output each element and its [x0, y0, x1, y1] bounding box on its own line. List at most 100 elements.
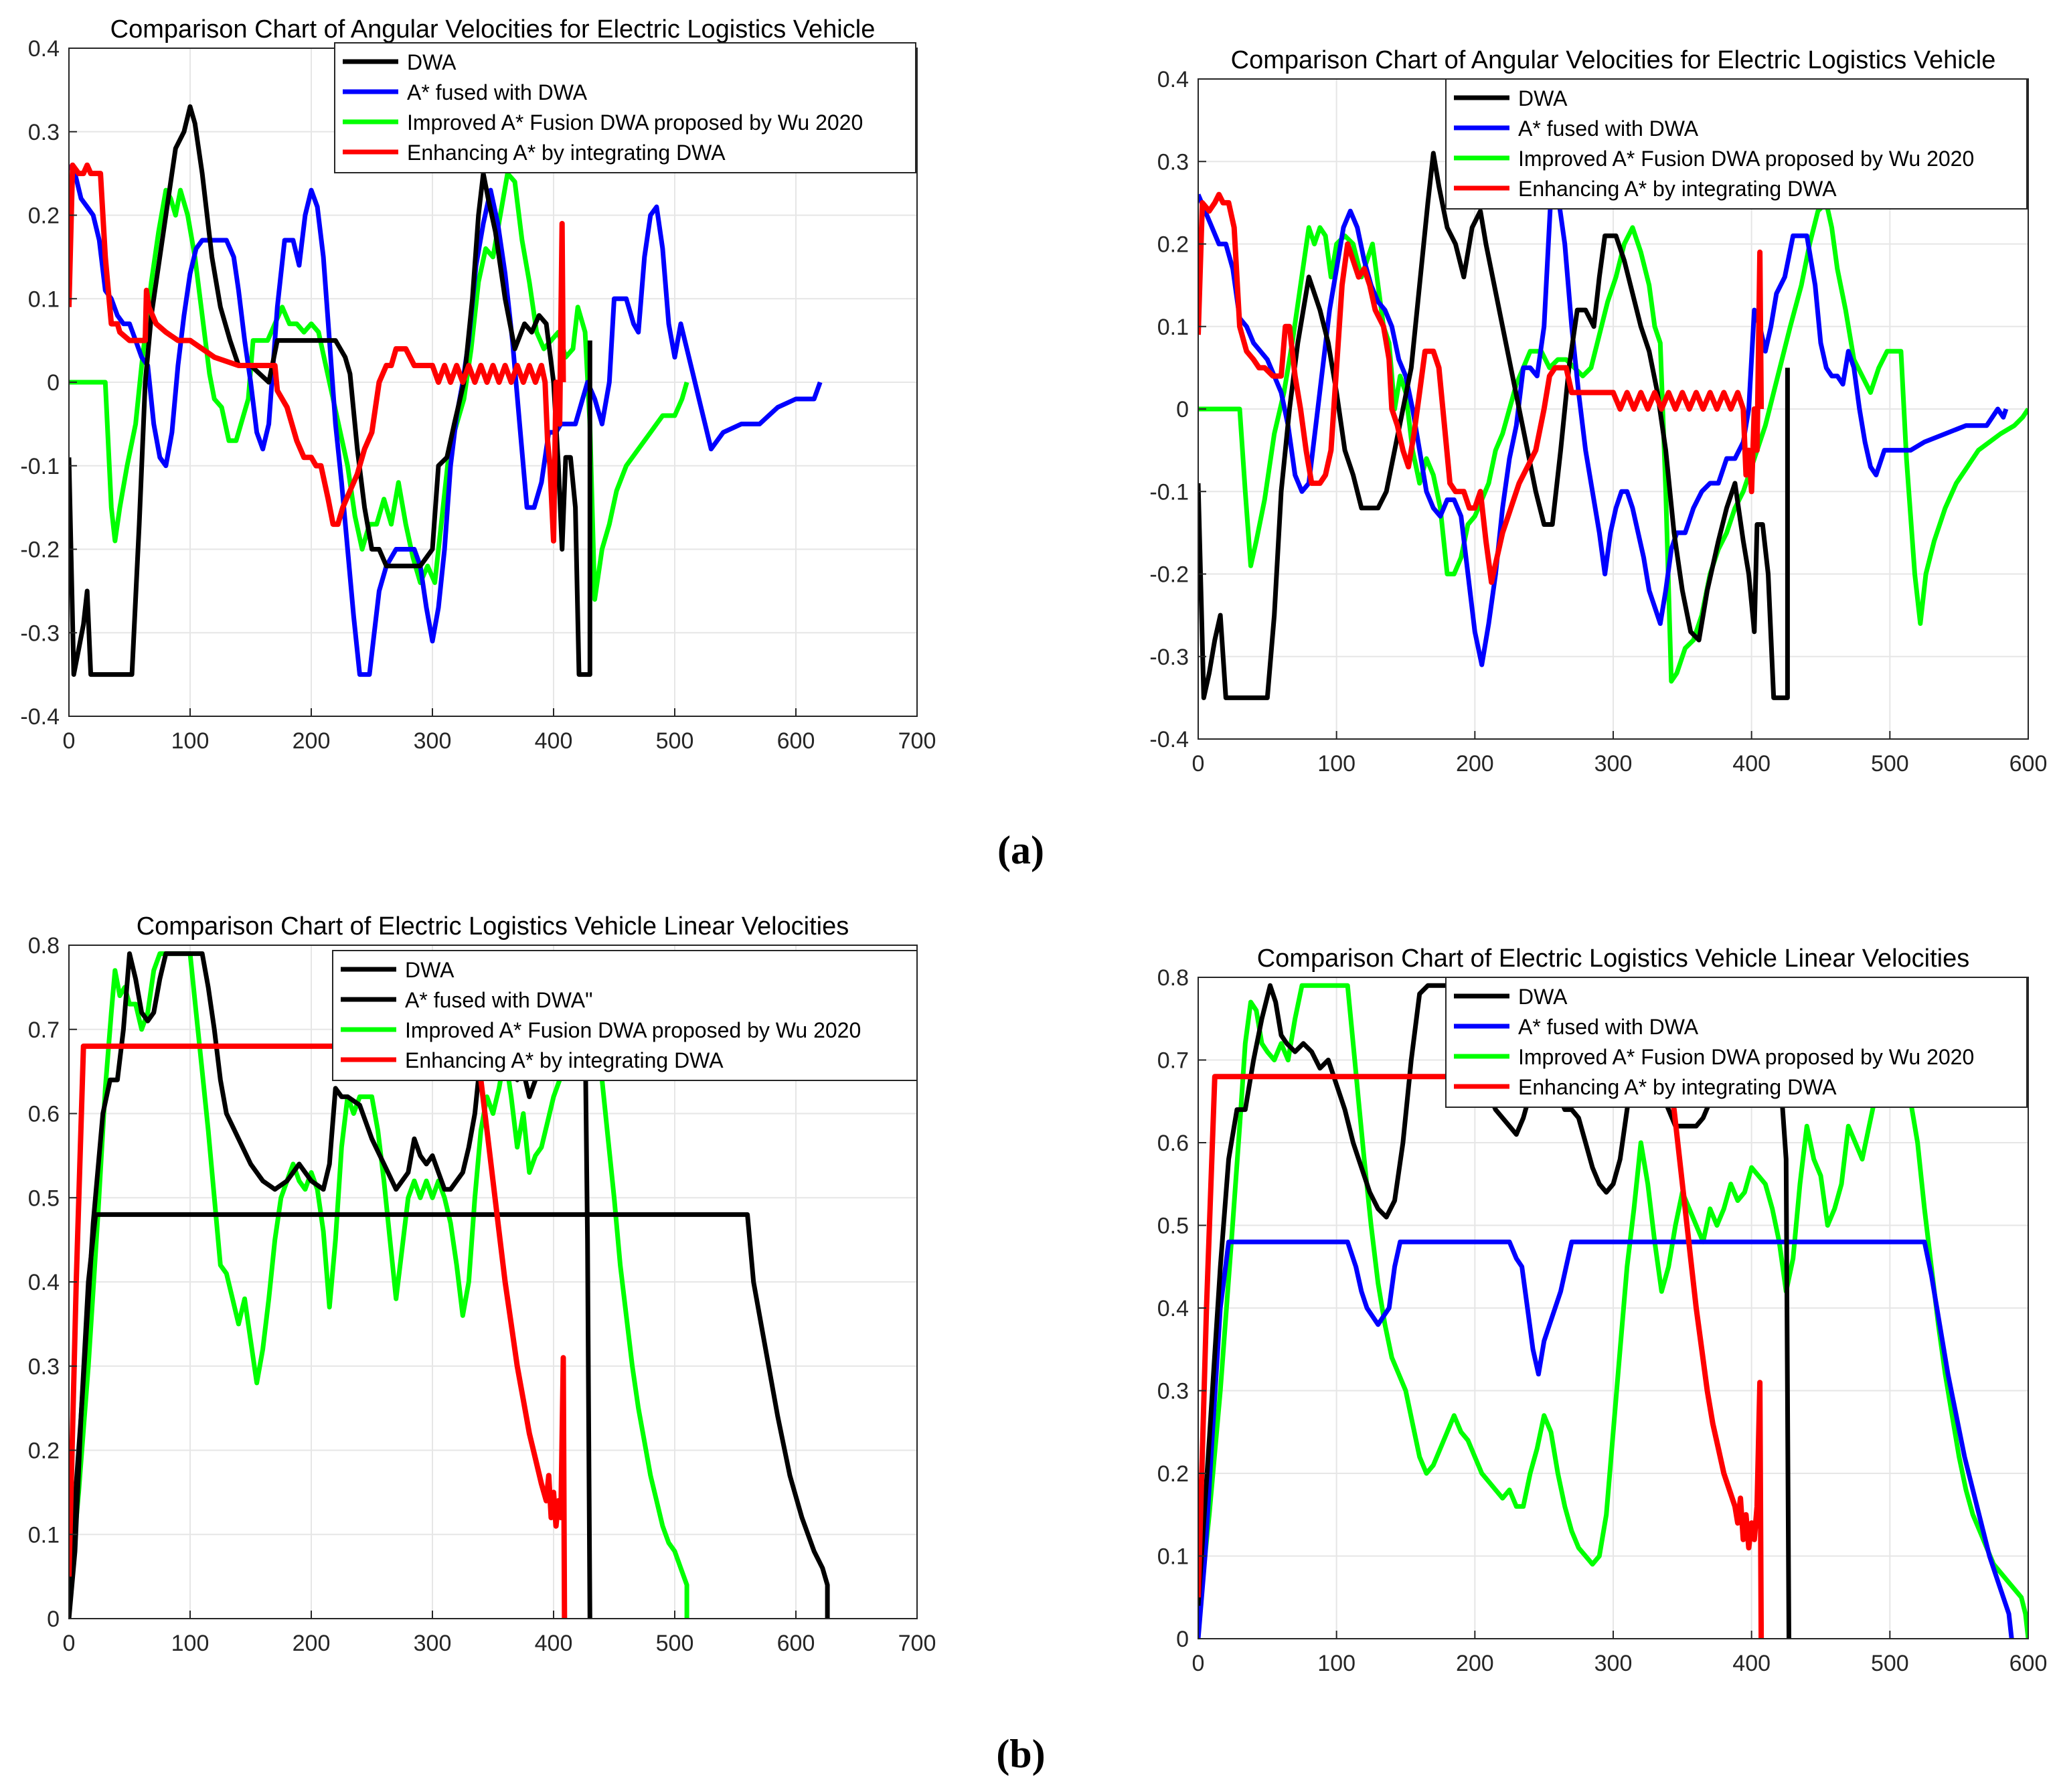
- y-tick-label: 0: [47, 1607, 60, 1632]
- x-tick-label: 400: [1732, 1651, 1771, 1676]
- legend-label: A* fused with DWA: [1518, 1015, 1699, 1039]
- series-group: [1198, 151, 2028, 700]
- x-tick-label: 600: [777, 1631, 815, 1656]
- y-tick-label: 0.2: [28, 203, 60, 229]
- y-tick-label: 0.1: [1157, 315, 1189, 340]
- y-tick-label: 0.8: [1157, 965, 1189, 991]
- chart-linear-velocity-left: 0 100 200 300 400 500 600 700 0 0.1 0.2 0.3 0.4 0.5 0.…: [28, 912, 936, 1656]
- legend: DWA A* fused with DWA Improved A* Fusion D…: [334, 42, 916, 173]
- series-line-dwa: [69, 104, 592, 677]
- x-tick-label: 500: [1871, 1651, 1909, 1676]
- y-tick-label: 0.5: [28, 1186, 60, 1211]
- x-tick-label: 100: [1317, 751, 1355, 777]
- series-line-improved-a-fusion-dwa-proposed-by-wu-2020: [1198, 200, 2028, 684]
- legend: DWA A* fused with DWA" Improved A* Fusion …: [332, 950, 918, 1081]
- x-tick-label: 300: [1594, 751, 1633, 777]
- legend-label: Enhancing A* by integrating DWA: [1518, 1075, 1837, 1099]
- y-tick-label: 0.3: [1157, 1379, 1189, 1404]
- legend-box: [332, 950, 918, 1081]
- y-tick-label: 0.5: [1157, 1214, 1189, 1239]
- y-tick-label: -0.2: [20, 538, 60, 563]
- series-line-improved-a-fusion-dwa-proposed-by-wu-2020: [69, 171, 689, 602]
- chart-angular-velocity-left: 0 100 200 300 400 500 600 700 -0.4 -0.3 -0.2 -0.1 0 0…: [20, 15, 936, 754]
- legend-label: A* fused with DWA: [1518, 116, 1699, 141]
- y-tick-label: 0.3: [1157, 149, 1189, 175]
- y-tick-label: 0.3: [28, 1354, 60, 1380]
- legend-label: Improved A* Fusion DWA proposed by Wu 20…: [1518, 147, 1974, 171]
- x-tick-label: 200: [293, 728, 331, 754]
- chart-title: Comparison Chart of Electric Logistics V…: [1257, 945, 1970, 973]
- chart-title: Comparison Chart of Angular Velocities f…: [110, 15, 876, 44]
- y-tick-label: 0.4: [28, 1270, 60, 1295]
- y-tick-label: 0.6: [1157, 1131, 1189, 1156]
- chart-angular-velocity-right: 0 100 200 300 400 500 600 -0.4 -0.3 -0.2 -0.1 0 0.1 0…: [1149, 46, 2047, 777]
- series-line-a-fused-with-dwa: [1198, 1239, 2014, 1639]
- y-tick-label: 0: [47, 370, 60, 396]
- y-tick-label: -0.3: [20, 621, 60, 646]
- x-tick-label: 200: [293, 1631, 331, 1656]
- legend-label: Enhancing A* by integrating DWA: [405, 1048, 724, 1072]
- legend-label: Improved A* Fusion DWA proposed by Wu 20…: [407, 110, 863, 135]
- y-tick-label: 0.7: [28, 1017, 60, 1043]
- legend-label: DWA: [1518, 985, 1568, 1009]
- legend-label: Improved A* Fusion DWA proposed by Wu 20…: [405, 1018, 861, 1042]
- x-tick-label: 300: [414, 1631, 452, 1656]
- chart-title: Comparison Chart of Electric Logistics V…: [137, 912, 849, 941]
- x-tick-label: 700: [898, 1631, 936, 1656]
- y-tick-label: 0.7: [1157, 1048, 1189, 1074]
- x-tick-label: 700: [898, 728, 936, 754]
- legend-label: DWA: [405, 958, 455, 982]
- x-tick-label: 400: [535, 728, 573, 754]
- panel-label-b: (b): [996, 1732, 1045, 1776]
- y-tick-label: 0.8: [28, 933, 60, 959]
- y-tick-label: -0.2: [1149, 562, 1189, 588]
- legend-box: [1445, 977, 2028, 1108]
- legend-label: A* fused with DWA": [405, 988, 592, 1012]
- x-tick-label: 100: [171, 1631, 210, 1656]
- legend-label: DWA: [1518, 86, 1568, 110]
- y-tick-label: 0.3: [28, 120, 60, 145]
- series-line-dwa: [1198, 983, 1791, 1639]
- legend-label: Enhancing A* by integrating DWA: [1518, 177, 1837, 201]
- y-tick-label: -0.4: [1149, 727, 1189, 752]
- x-tick-label: 0: [63, 1631, 76, 1656]
- legend-label: Enhancing A* by integrating DWA: [407, 141, 726, 165]
- x-tick-label: 300: [1594, 1651, 1633, 1676]
- chart-title: Comparison Chart of Angular Velocities f…: [1231, 46, 1996, 74]
- x-tick-label: 200: [1456, 1651, 1494, 1676]
- series-group: [69, 104, 823, 677]
- y-tick-label: 0.1: [28, 287, 60, 312]
- x-tick-label: 200: [1456, 751, 1494, 777]
- legend-label: A* fused with DWA: [407, 80, 588, 104]
- x-tick-label: 600: [777, 728, 815, 754]
- x-tick-label: 300: [414, 728, 452, 754]
- y-tick-label: 0.6: [28, 1102, 60, 1127]
- y-tick-label: 0.4: [28, 36, 60, 62]
- panel-label-a: (a): [997, 828, 1044, 872]
- series-line-enhancing-a-by-integrating-dwa: [1198, 191, 1764, 585]
- y-tick-label: -0.1: [1149, 479, 1189, 505]
- legend-label: DWA: [407, 50, 457, 74]
- x-tick-label: 100: [171, 728, 210, 754]
- x-tick-label: 500: [656, 728, 694, 754]
- y-tick-label: 0: [1176, 1627, 1189, 1652]
- legend-box: [334, 42, 916, 173]
- series-line-dwa: [1198, 151, 1790, 700]
- y-tick-label: 0.4: [1157, 67, 1189, 92]
- y-tick-label: 0.2: [1157, 232, 1189, 258]
- x-tick-label: 100: [1317, 1651, 1355, 1676]
- series-line-enhancing-a-by-integrating-dwa: [69, 162, 566, 544]
- y-tick-label: -0.1: [20, 454, 60, 479]
- legend-box: [1445, 78, 2028, 210]
- y-tick-label: 0: [1176, 397, 1189, 422]
- x-tick-label: 400: [1732, 751, 1771, 777]
- chart-linear-velocity-right: 0 100 200 300 400 500 600 0 0.1 0.2 0.3 0.4 0.5 0.6 0.…: [1157, 945, 2048, 1676]
- y-tick-label: 0.2: [28, 1439, 60, 1464]
- y-tick-label: 0.1: [28, 1522, 60, 1548]
- x-tick-label: 400: [535, 1631, 573, 1656]
- legend-label: Improved A* Fusion DWA proposed by Wu 20…: [1518, 1045, 1974, 1069]
- x-tick-label: 500: [1871, 751, 1909, 777]
- x-tick-label: 500: [656, 1631, 694, 1656]
- y-tick-label: -0.4: [20, 704, 60, 730]
